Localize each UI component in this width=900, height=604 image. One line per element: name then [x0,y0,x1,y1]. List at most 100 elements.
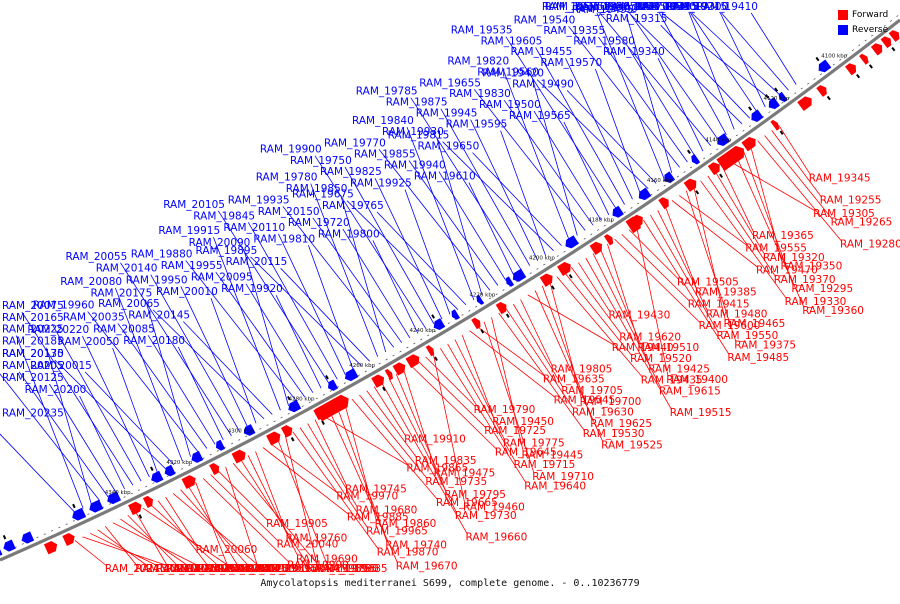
forward-leader-line [158,501,208,566]
reverse-gene-label: RAM_20110 [223,222,285,234]
tick-label: 4160 kbp [647,178,673,184]
reverse-gene-glyph [87,500,103,515]
reverse-gene-label: RAM_19610 [414,171,476,183]
reverse-gene-glyph [162,465,175,478]
forward-leader-line [270,444,338,494]
forward-gene-glyph [143,494,155,508]
forward-gene-glyph [471,316,483,329]
reverse-leader-line [211,298,256,423]
reverse-leader-line [439,172,506,281]
reverse-leader-line [148,335,215,444]
reverse-gene-label: RAM_19955 [161,260,223,272]
reverse-leader-line [377,212,466,305]
tick-label: 4300 kbp [228,429,254,435]
reverse-leader-line [658,58,703,151]
forward-gene [128,500,147,521]
forward-gene-label: RAM_19525 [601,439,663,451]
legend-reverse: Reverse [838,22,900,37]
forward-gene-label: RAM_19330 [785,296,847,308]
feature-marker [291,437,295,441]
reverse-gene-label: RAM_19580 [573,36,635,48]
reverse-leader-line [85,372,174,465]
forward-gene-label: RAM_19305 [813,208,875,220]
reverse-leader-line [113,348,158,473]
forward-gene [845,61,863,81]
reverse-gene-label: RAM_19785 [356,86,418,98]
forward-leader-line [374,387,406,437]
reverse-gene-label: RAM_19455 [511,46,573,58]
feature-marker [506,313,510,317]
reverse-gene-label: RAM_20185 [2,336,64,348]
feature-marker [150,467,154,471]
forward-gene-label: RAM_19885 [347,512,409,524]
feature-marker [3,535,6,539]
forward-leader-line [579,263,611,313]
reverse-gene-glyph [636,188,651,203]
reverse-gene-label: RAM_20165 [2,312,64,324]
tick-label: 4140 kbp [705,138,731,144]
forward-gene-label: RAM_19865 [406,463,468,475]
reverse-leader-line [308,245,353,370]
reverse-gene-label: RAM_20205 [2,360,64,372]
legend-reverse-label: Reverse [852,25,888,35]
forward-gene-label: RAM_19520 [630,353,692,365]
feature-marker [72,504,75,508]
reverse-gene [162,465,175,478]
reverse-gene-label: RAM_19535 [451,25,513,37]
reverse-gene-label: RAM_20175 [91,288,153,300]
reverse-gene-glyph [214,440,225,452]
forward-gene-label: RAM_19905 [266,518,328,530]
reverse-leader-line [407,127,474,300]
reverse-gene-label: RAM_20105 [163,199,225,211]
forward-leader-line [83,537,169,566]
forward-leader-line [521,300,553,367]
legend: Forward Reverse [838,7,900,37]
reverse-gene-label: RAM_20235 [2,407,64,419]
reverse-gene-label: RAM_19750 [290,155,352,167]
forward-gene-label: RAM_20230 [167,563,229,575]
reverse-gene-label: RAM_19765 [322,200,384,212]
reverse-gene-label: RAM_19840 [352,115,414,127]
legend-forward: Forward [838,7,900,22]
reverse-gene-label: RAM_20145 [128,310,190,322]
reverse-gene-label: RAM_19800 [318,228,380,240]
forward-gene-glyph [496,300,510,314]
forward-gene-label: RAM_19430 [609,310,671,322]
forward-gene-label: RAM_19365 [752,230,814,242]
forward-leader-line [322,416,408,466]
forward-gene-glyph [604,233,615,246]
forward-leader-line [345,403,377,521]
reverse-gene-label: RAM_20050 [58,336,120,348]
forward-gene-label: RAM_19615 [659,385,721,397]
forward-gene-label: RAM_19640 [524,480,586,492]
reverse-leader-line [502,68,569,241]
forward-gene-label: RAM_19545 [554,395,616,407]
reverse-gene-label: RAM_20115 [226,256,288,268]
reverse-gene-label: RAM_19655 [419,77,481,89]
reverse-gene-glyph [689,154,700,166]
forward-gene [385,368,395,380]
gene-labels: RAM_19410RAM_19300RAM_19405RAM_19270RAM_… [2,1,900,575]
forward-gene-glyph [44,539,60,554]
tick-label: 4260 kbp [349,363,375,369]
forward-gene-glyph [385,368,395,380]
reverse-leader-line [251,257,362,366]
forward-gene-label: RAM_19530 [583,428,645,440]
reverse-gene-label: RAM_20170 [2,348,64,360]
reverse-gene-label: RAM_20035 [63,312,125,324]
forward-gene [684,176,703,197]
forward-gene-label: RAM_19670 [396,560,458,572]
forward-gene [393,360,408,375]
reverse-gene-label: RAM_19925 [350,178,412,190]
forward-gene-label: RAM_19730 [455,510,517,522]
reverse-gene [504,276,514,288]
forward-gene-label: RAM_19965 [366,526,428,538]
reverse-gene-label: RAM_19920 [221,283,283,295]
forward-gene-glyph [371,373,387,388]
reverse-leader-line [153,310,264,419]
reverse-gene-label: RAM_19355 [543,25,605,37]
forward-gene-glyph [62,531,77,546]
reverse-gene-label: RAM_19820 [447,56,509,68]
reverse-gene-label: RAM_19850 [286,183,348,195]
forward-gene-glyph [393,360,408,375]
